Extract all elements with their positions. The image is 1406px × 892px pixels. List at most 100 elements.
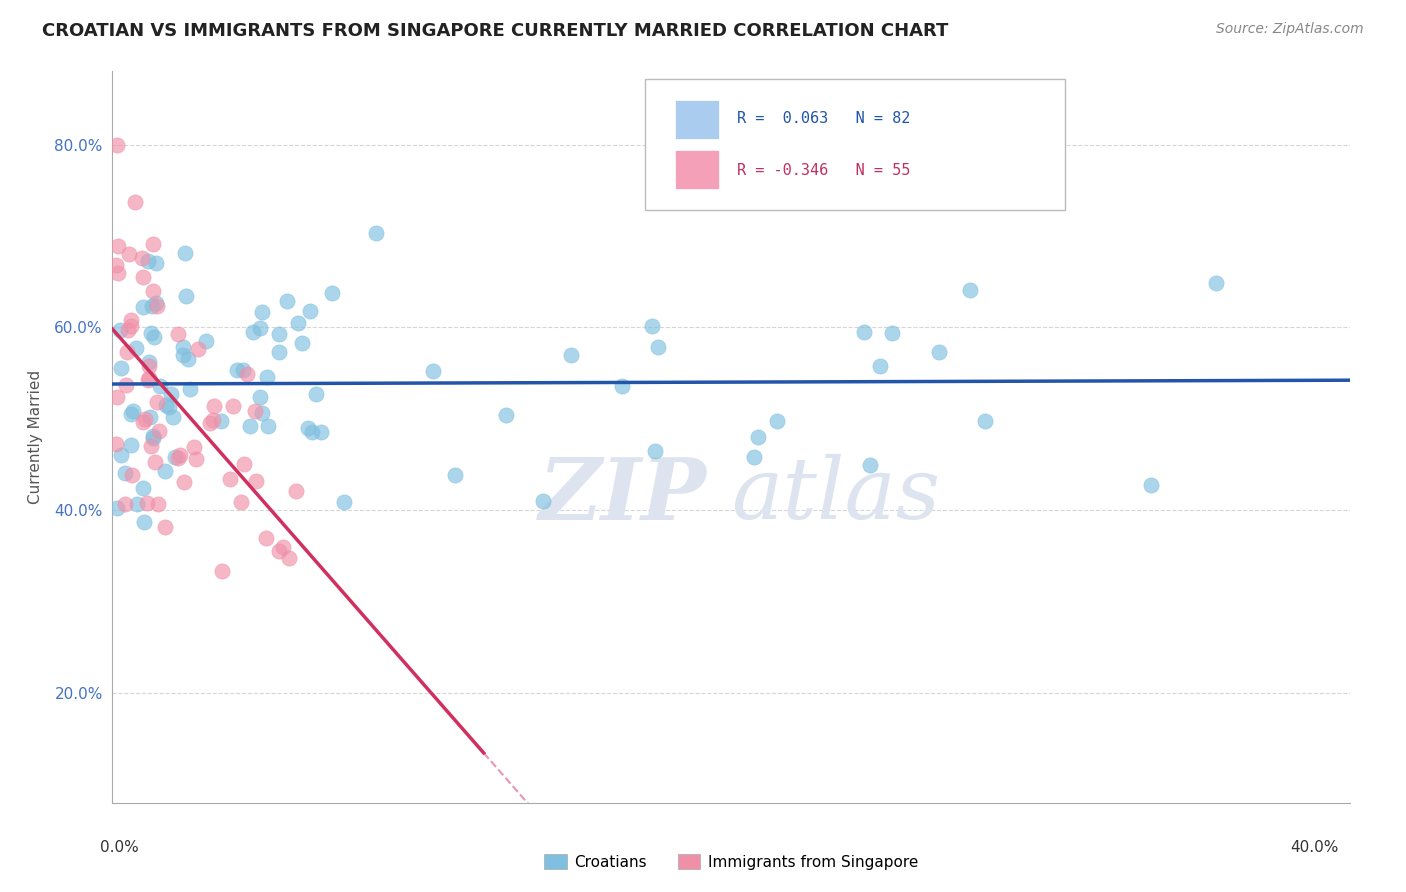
- Point: [174, 289, 197, 303]
- Point: [245, 475, 267, 489]
- Point: [1205, 277, 1227, 291]
- Point: [1140, 478, 1163, 492]
- Point: [194, 334, 217, 348]
- Point: [366, 226, 388, 240]
- Point: [257, 419, 280, 434]
- Point: [198, 417, 221, 431]
- Point: [148, 424, 170, 438]
- Point: [124, 341, 146, 355]
- Point: [107, 266, 129, 280]
- Point: [299, 304, 322, 318]
- Point: [211, 564, 233, 578]
- Point: [143, 455, 166, 469]
- Point: [117, 324, 139, 338]
- Point: [155, 399, 177, 413]
- Point: [219, 472, 242, 486]
- Point: [225, 362, 247, 376]
- Y-axis label: Currently Married: Currently Married: [28, 370, 44, 504]
- Point: [160, 386, 183, 401]
- Point: [177, 352, 200, 367]
- Text: 40.0%: 40.0%: [1291, 840, 1339, 855]
- Point: [110, 323, 132, 337]
- Point: [291, 335, 314, 350]
- Point: [120, 318, 142, 333]
- Point: [173, 245, 195, 260]
- Point: [143, 330, 166, 344]
- Point: [184, 451, 207, 466]
- Legend: Croatians, Immigrants from Singapore: Croatians, Immigrants from Singapore: [537, 847, 925, 876]
- Point: [172, 341, 194, 355]
- Point: [121, 404, 143, 418]
- Point: [928, 344, 950, 359]
- Text: Source: ZipAtlas.com: Source: ZipAtlas.com: [1216, 22, 1364, 37]
- Point: [138, 355, 160, 369]
- Point: [276, 293, 298, 308]
- Point: [853, 325, 876, 339]
- Point: [231, 495, 253, 509]
- Point: [236, 367, 259, 381]
- Point: [495, 408, 517, 422]
- Point: [267, 345, 290, 359]
- Point: [104, 258, 127, 272]
- Text: atlas: atlas: [731, 454, 941, 537]
- Point: [531, 493, 554, 508]
- Point: [239, 418, 262, 433]
- Bar: [675, 151, 718, 189]
- Point: [142, 429, 165, 443]
- Point: [141, 299, 163, 313]
- Point: [232, 457, 254, 471]
- Point: [132, 300, 155, 314]
- Point: [284, 484, 307, 499]
- Point: [333, 495, 356, 509]
- Point: [321, 285, 343, 300]
- Point: [560, 349, 582, 363]
- Point: [444, 467, 467, 482]
- Point: [131, 251, 153, 265]
- Text: 0.0%: 0.0%: [100, 840, 139, 855]
- Point: [222, 399, 245, 413]
- Text: R =  0.063   N = 82: R = 0.063 N = 82: [737, 112, 911, 127]
- Point: [183, 440, 205, 454]
- Point: [142, 430, 165, 444]
- Point: [138, 370, 160, 384]
- Point: [142, 237, 165, 252]
- Point: [155, 465, 177, 479]
- Point: [973, 414, 995, 428]
- Point: [125, 498, 148, 512]
- Point: [644, 444, 666, 458]
- Point: [120, 438, 142, 452]
- Point: [120, 408, 142, 422]
- Point: [145, 256, 167, 270]
- Point: [422, 364, 444, 378]
- Point: [167, 326, 190, 341]
- Point: [287, 316, 309, 330]
- Point: [166, 450, 188, 465]
- Point: [105, 390, 128, 404]
- Point: [110, 449, 132, 463]
- Point: [249, 390, 271, 404]
- Point: [153, 520, 176, 534]
- Point: [139, 409, 162, 424]
- Point: [209, 414, 232, 428]
- Point: [882, 326, 904, 340]
- Point: [267, 326, 290, 341]
- Point: [765, 414, 787, 428]
- Point: [201, 413, 224, 427]
- Point: [179, 382, 201, 396]
- Point: [134, 411, 156, 425]
- Point: [157, 401, 180, 415]
- Point: [250, 406, 273, 420]
- Point: [132, 515, 155, 529]
- Point: [110, 360, 132, 375]
- Point: [169, 448, 191, 462]
- Point: [254, 531, 277, 545]
- Point: [173, 475, 195, 490]
- Point: [869, 359, 891, 373]
- Point: [105, 137, 128, 152]
- Point: [256, 369, 278, 384]
- Point: [142, 284, 165, 298]
- Point: [145, 296, 167, 310]
- Point: [146, 395, 169, 409]
- Point: [115, 344, 138, 359]
- Text: R = -0.346   N = 55: R = -0.346 N = 55: [737, 162, 911, 178]
